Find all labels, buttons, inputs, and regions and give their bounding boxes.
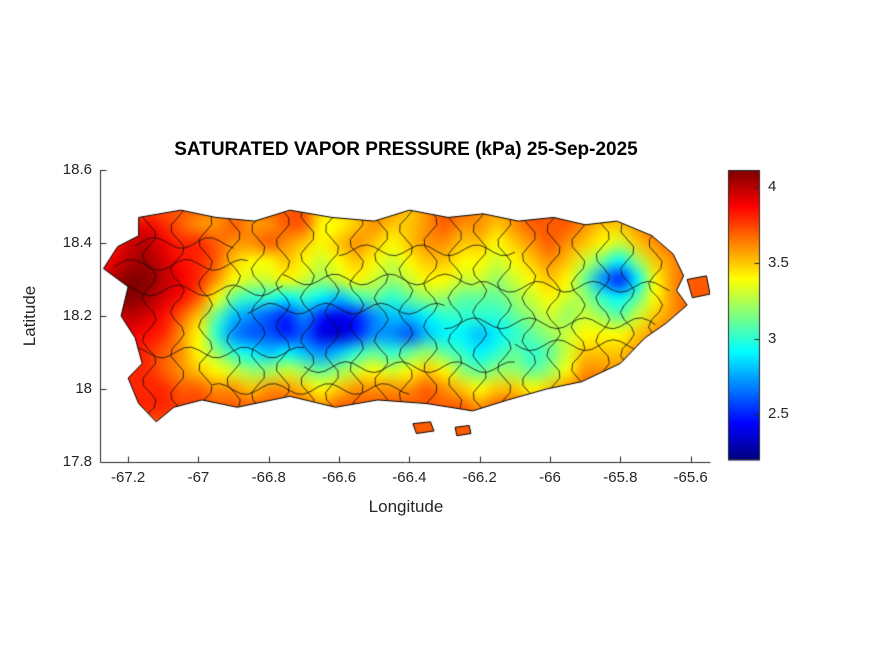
y-tick-label: 17.8 <box>62 453 92 470</box>
x-tick-label: -67 <box>187 469 210 486</box>
x-tick-label: -65.8 <box>603 469 638 486</box>
x-tick-label: -66.2 <box>462 469 497 486</box>
y-tick-label: 18 <box>75 380 92 397</box>
chart-title: SATURATED VAPOR PRESSURE (kPa) 25-Sep-20… <box>174 139 638 160</box>
x-axis-label: Longitude <box>368 497 444 516</box>
colorbar-tick-label: 4 <box>768 177 777 195</box>
x-tick-label: -66.4 <box>392 469 427 486</box>
y-tick-label: 18.2 <box>62 307 92 324</box>
y-tick-label: 18.6 <box>62 161 92 178</box>
x-tick-label: -66 <box>539 469 561 486</box>
x-tick-label: -67.2 <box>111 469 146 486</box>
y-tick-label: 18.4 <box>62 234 92 251</box>
x-tick-label: -66.6 <box>321 469 357 486</box>
colorbar-tick-label: 3 <box>768 329 777 347</box>
colorbar-tick-label: 3.5 <box>768 253 789 271</box>
x-tick-label: -65.6 <box>673 469 708 486</box>
x-tick-label: -66.8 <box>251 469 286 486</box>
colorbar-tick-label: 2.5 <box>768 405 789 423</box>
